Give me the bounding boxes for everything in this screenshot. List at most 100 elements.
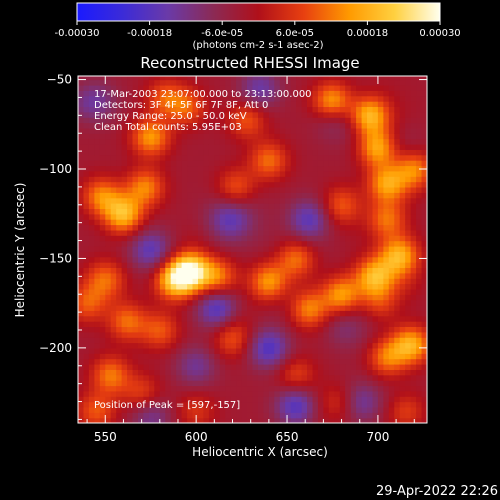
heatmap-cell <box>367 208 374 215</box>
heatmap-cell <box>105 272 112 279</box>
heatmap-cell <box>203 272 210 279</box>
heatmap-cell <box>421 133 427 140</box>
heatmap-cell <box>176 337 183 344</box>
heatmap-cell <box>132 417 139 423</box>
heatmap-cell <box>377 229 384 236</box>
heatmap-cell <box>94 84 101 91</box>
heatmap-cell <box>296 84 303 91</box>
heatmap-cell <box>165 197 172 204</box>
heatmap-cell <box>219 197 226 204</box>
heatmap-cell <box>192 95 199 102</box>
heatmap-cell <box>399 95 406 102</box>
heatmap-cell <box>241 267 248 274</box>
heatmap-cell <box>99 364 106 370</box>
heatmap-cell <box>148 117 155 124</box>
heatmap-cell <box>230 170 237 177</box>
heatmap-cell <box>399 278 406 285</box>
heatmap-cell <box>99 417 106 423</box>
heatmap-cell <box>263 149 270 156</box>
heatmap-cell <box>181 192 188 199</box>
heatmap-cell <box>192 235 199 242</box>
heatmap-cell <box>230 288 237 295</box>
heatmap-cell <box>99 310 106 317</box>
heatmap-cell <box>279 90 286 97</box>
heatmap-cell <box>301 326 308 333</box>
heatmap-cell <box>116 390 123 397</box>
heatmap-cell <box>388 154 395 161</box>
heatmap-cell <box>334 310 341 317</box>
heatmap-cell <box>148 283 155 290</box>
heatmap-cell <box>328 84 335 91</box>
heatmap-cell <box>328 235 335 242</box>
heatmap-cell <box>138 84 145 91</box>
heatmap-cell <box>148 127 155 134</box>
heatmap-cell <box>323 186 330 193</box>
heatmap-cell <box>274 224 281 231</box>
heatmap-cell <box>361 84 368 91</box>
heatmap-cell <box>236 79 243 86</box>
heatmap-cell <box>143 342 150 349</box>
heatmap-cell <box>377 245 384 252</box>
heatmap-cell <box>83 396 90 403</box>
heatmap-cell <box>159 95 166 102</box>
heatmap-cell <box>290 138 297 145</box>
heatmap-cell <box>372 133 379 140</box>
heatmap-cell <box>388 380 395 387</box>
heatmap-cell <box>181 288 188 295</box>
heatmap-cell <box>334 326 341 333</box>
heatmap-cell <box>274 154 281 161</box>
heatmap-cell <box>290 347 297 354</box>
heatmap-cell <box>225 417 232 423</box>
heatmap-cell <box>345 149 352 156</box>
heatmap-cell <box>236 165 243 172</box>
heatmap-cell <box>367 213 374 220</box>
heatmap-cell <box>388 240 395 247</box>
heatmap-cell <box>148 272 155 279</box>
heatmap-cell <box>377 106 384 113</box>
heatmap-cell <box>214 321 221 327</box>
heatmap-cell <box>225 401 232 408</box>
heatmap-cell <box>208 353 215 360</box>
heatmap-cell <box>165 337 172 344</box>
heatmap-cell <box>339 213 346 220</box>
heatmap-cell <box>110 186 117 193</box>
heatmap-cell <box>296 310 303 317</box>
heatmap-cell <box>247 262 254 268</box>
heatmap-cell <box>225 337 232 344</box>
heatmap-cell <box>274 170 281 177</box>
heatmap-cell <box>181 364 188 370</box>
heatmap-cell <box>388 117 395 124</box>
heatmap-cell <box>323 245 330 252</box>
heatmap-cell <box>421 79 427 86</box>
heatmap-cell <box>394 133 401 140</box>
heatmap-cell <box>121 406 128 413</box>
heatmap-cell <box>105 337 112 344</box>
heatmap-cell <box>372 417 379 423</box>
heatmap-cell <box>290 321 297 327</box>
heatmap-cell <box>301 95 308 102</box>
heatmap-cell <box>83 401 90 408</box>
heatmap-cell <box>285 358 292 365</box>
heatmap-cell <box>225 203 232 209</box>
heatmap-cell <box>198 117 205 124</box>
heatmap-cell <box>350 406 357 413</box>
heatmap-cell <box>372 127 379 134</box>
heatmap-cell <box>388 299 395 306</box>
heatmap-cell <box>263 374 270 381</box>
heatmap-cell <box>296 160 303 167</box>
heatmap-cell <box>214 240 221 247</box>
heatmap-cell <box>296 262 303 268</box>
heatmap-cell <box>285 176 292 183</box>
heatmap-cell <box>170 412 177 419</box>
heatmap-cell <box>350 149 357 156</box>
heatmap-cell <box>296 315 303 322</box>
heatmap-cell <box>219 138 226 145</box>
heatmap-cell <box>290 240 297 247</box>
heatmap-cell <box>421 95 427 102</box>
heatmap-cell <box>372 364 379 370</box>
heatmap-cell <box>88 79 95 86</box>
heatmap-cell <box>116 288 123 295</box>
heatmap-cell <box>328 154 335 161</box>
heatmap-cell <box>334 272 341 279</box>
heatmap-cell <box>110 160 117 167</box>
